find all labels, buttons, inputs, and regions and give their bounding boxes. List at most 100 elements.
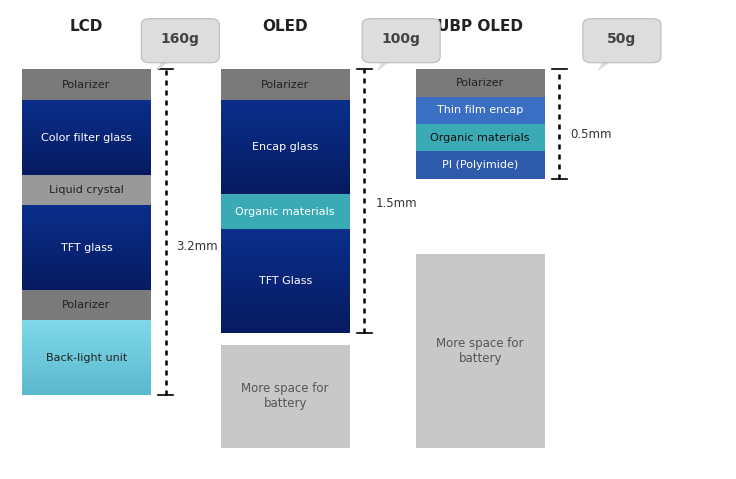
Bar <box>22 392 151 394</box>
Bar <box>22 170 151 171</box>
Bar <box>22 364 151 365</box>
Bar <box>221 273 350 274</box>
Bar <box>22 354 151 355</box>
Bar <box>22 113 151 114</box>
Bar <box>22 224 151 226</box>
Bar <box>22 103 151 104</box>
Text: Polarizer: Polarizer <box>63 80 110 90</box>
Bar <box>221 307 350 309</box>
Bar <box>22 215 151 217</box>
Bar <box>221 164 350 166</box>
Bar <box>22 242 151 244</box>
Bar <box>22 140 151 141</box>
Bar <box>22 238 151 240</box>
Bar <box>22 142 151 144</box>
Bar <box>22 236 151 238</box>
Bar <box>22 323 151 325</box>
Bar <box>221 310 350 312</box>
Bar <box>221 172 350 174</box>
Bar <box>22 100 151 102</box>
Bar <box>22 346 151 348</box>
Bar <box>22 384 151 385</box>
Bar <box>22 264 151 266</box>
Bar <box>22 371 151 373</box>
Bar <box>22 114 151 115</box>
Bar <box>221 114 350 116</box>
Bar <box>221 151 350 153</box>
Text: Encap glass: Encap glass <box>252 142 319 152</box>
Bar <box>22 105 151 107</box>
Bar <box>22 253 151 255</box>
Text: Polarizer: Polarizer <box>63 300 110 310</box>
Bar <box>22 205 151 207</box>
Bar <box>416 254 545 448</box>
Bar <box>22 290 151 321</box>
Bar <box>22 322 151 323</box>
Bar <box>221 331 350 333</box>
Bar <box>22 245 151 247</box>
Bar <box>22 158 151 160</box>
Bar <box>22 172 151 173</box>
Bar <box>22 104 151 105</box>
Bar <box>22 270 151 272</box>
Bar <box>221 117 350 119</box>
Bar <box>221 100 350 102</box>
Bar <box>221 139 350 141</box>
Bar <box>221 329 350 331</box>
Bar <box>221 277 350 280</box>
Bar <box>221 178 350 180</box>
Bar <box>22 385 151 387</box>
Bar <box>221 186 350 188</box>
Bar <box>22 320 151 322</box>
Bar <box>22 217 151 218</box>
Bar <box>22 164 151 166</box>
Bar <box>221 317 350 319</box>
Bar <box>22 254 151 256</box>
Bar <box>221 265 350 268</box>
Bar <box>22 377 151 379</box>
Text: 0.5mm: 0.5mm <box>570 127 612 141</box>
Bar <box>22 277 151 279</box>
Bar <box>22 374 151 376</box>
Bar <box>22 227 151 228</box>
Bar <box>22 338 151 340</box>
Bar <box>22 378 151 380</box>
Bar <box>22 390 151 391</box>
Bar <box>221 113 350 114</box>
Bar <box>22 286 151 288</box>
Bar <box>22 153 151 155</box>
Text: 3.2mm: 3.2mm <box>177 240 219 253</box>
Bar <box>22 388 151 390</box>
Bar <box>221 145 350 148</box>
Bar <box>221 161 350 163</box>
Polygon shape <box>156 57 175 71</box>
Bar <box>221 191 350 193</box>
Bar <box>22 121 151 123</box>
Bar <box>22 163 151 165</box>
Bar <box>221 257 350 259</box>
Text: More space for
battery: More space for battery <box>241 382 329 411</box>
Bar <box>22 167 151 169</box>
Bar <box>221 126 350 129</box>
Bar <box>22 352 151 353</box>
Bar <box>221 283 350 285</box>
Bar <box>22 109 151 111</box>
Bar <box>221 245 350 247</box>
Bar <box>22 69 151 101</box>
Bar <box>221 180 350 182</box>
Bar <box>22 334 151 336</box>
Bar <box>22 115 151 117</box>
Text: LCD: LCD <box>70 19 103 34</box>
Bar <box>22 229 151 231</box>
Bar <box>22 285 151 287</box>
Bar <box>221 267 350 269</box>
Bar <box>22 243 151 245</box>
Bar <box>221 155 350 157</box>
Bar <box>221 103 350 105</box>
Bar <box>22 225 151 227</box>
Text: 160g: 160g <box>161 32 199 46</box>
Bar <box>221 281 350 283</box>
Bar <box>22 126 151 128</box>
Bar <box>221 170 350 172</box>
Bar <box>221 124 350 125</box>
